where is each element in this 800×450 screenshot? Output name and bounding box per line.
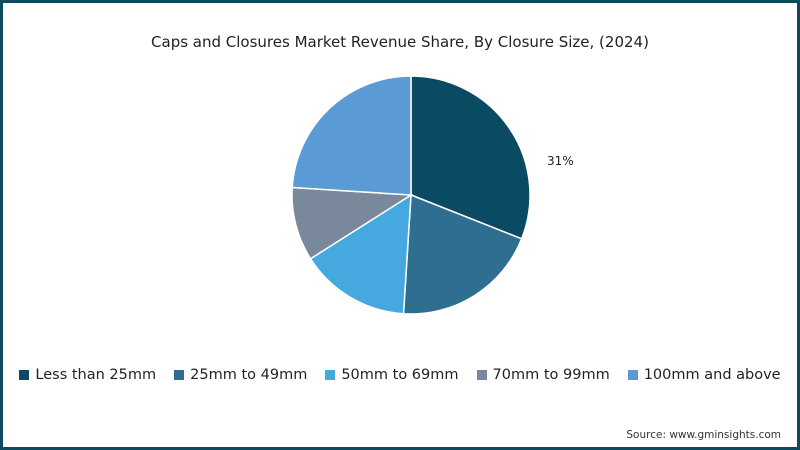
legend-swatch-icon <box>19 370 30 380</box>
legend: Less than 25mm 25mm to 49mm 50mm to 69mm 70… <box>3 367 797 383</box>
pie-slice-50mm-to-69mm <box>309 193 412 315</box>
legend-item: 70mm to 99mm <box>476 367 610 383</box>
legend-label: 25mm to 49mm <box>190 367 308 383</box>
legend-label: 50mm to 69mm <box>341 367 459 383</box>
legend-label: 100mm and above <box>643 367 781 383</box>
chart-title: Caps and Closures Market Revenue Share, … <box>151 33 649 51</box>
pie-slice-70mm-to-99mm <box>291 186 414 260</box>
legend-label: 70mm to 99mm <box>492 367 610 383</box>
legend-item: 100mm and above <box>627 367 781 383</box>
legend-swatch-icon <box>476 370 487 380</box>
slice-label-less-than-25mm: 31% <box>547 154 574 168</box>
source-note: Source: www.gminsights.com <box>626 429 781 441</box>
pie-slice-less-than-25mm <box>410 75 531 240</box>
legend-swatch-icon <box>325 370 336 380</box>
legend-swatch-icon <box>627 370 638 380</box>
legend-swatch-icon <box>174 370 185 380</box>
legend-item: Less than 25mm <box>19 367 156 383</box>
pie-slice-25mm-to-49mm <box>402 193 523 315</box>
legend-item: 25mm to 49mm <box>174 367 307 383</box>
legend-label: Less than 25mm <box>35 367 157 383</box>
pie-chart <box>291 75 531 315</box>
legend-item: 50mm to 69mm <box>325 367 459 383</box>
pie-slice-100mm-and-above <box>291 75 412 196</box>
